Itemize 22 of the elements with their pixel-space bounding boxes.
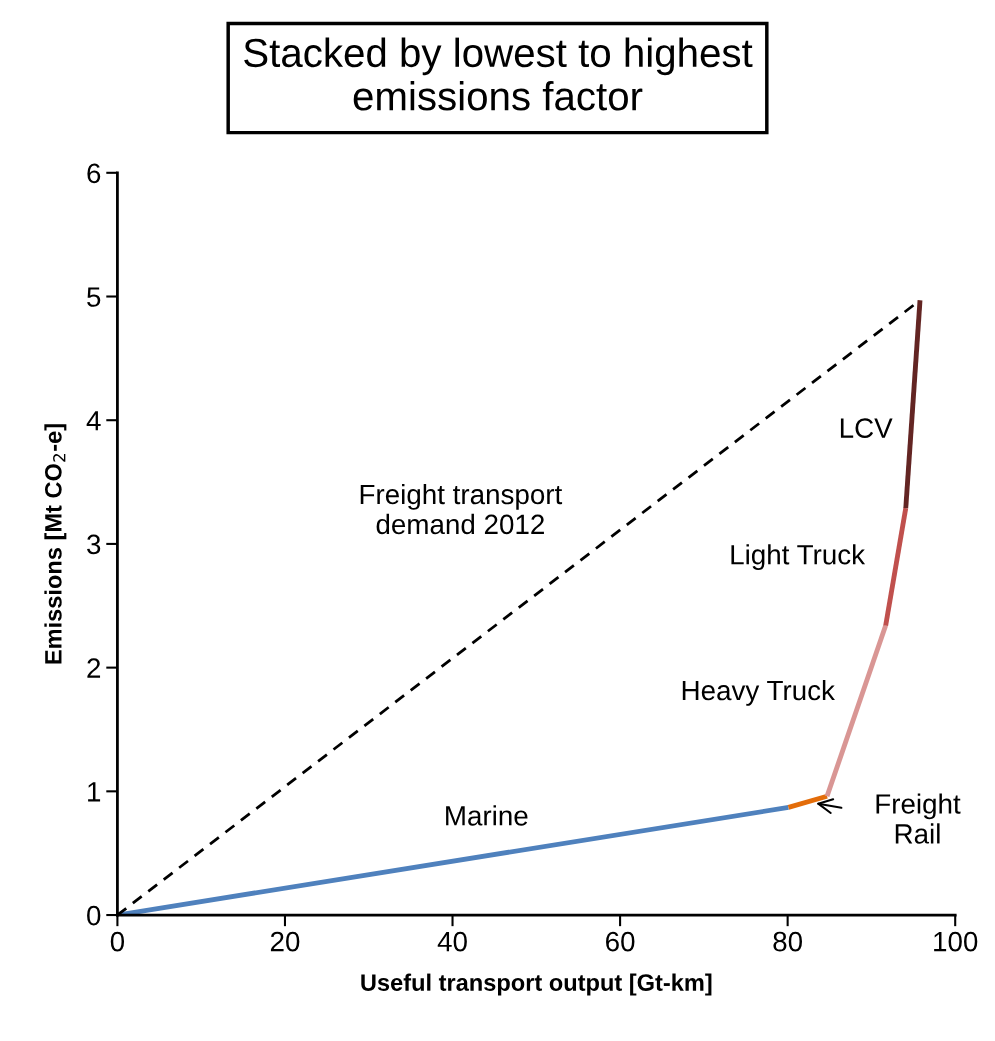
y-axis-title: Emissions [Mt CO$_{2}$-e] [44,424,67,664]
x-tick-label: 0 [110,931,125,952]
y-tick-label: 5 [87,287,101,307]
x-tick-label: 80 [773,931,803,952]
annotation: Freight Rail [876,793,961,844]
y-tick-label: 2 [87,658,101,678]
y-tick-label: 6 [87,163,101,184]
x-tick-label: 100 [934,931,978,952]
y-tick-label: 3 [87,534,101,555]
x-tick-label: 40 [437,931,467,952]
x-tick-label: 60 [606,931,635,952]
series-label: LCV [840,418,893,438]
x-tick-label: 20 [270,931,300,952]
y-tick-label: 4 [86,411,101,431]
series-label: Marine [446,805,528,826]
series-label: Heavy Truck [682,679,835,706]
chart-title: Stacked by lowest to highest emissions factor [244,37,753,111]
y-tick-label: 0 [87,905,101,926]
series-label: Freight transport demand 2012 [360,483,563,535]
x-axis-title: Useful transport output [Gt-km] [361,973,712,996]
series-label: Light Truck [731,544,866,571]
y-tick-label: 1 [88,782,101,802]
